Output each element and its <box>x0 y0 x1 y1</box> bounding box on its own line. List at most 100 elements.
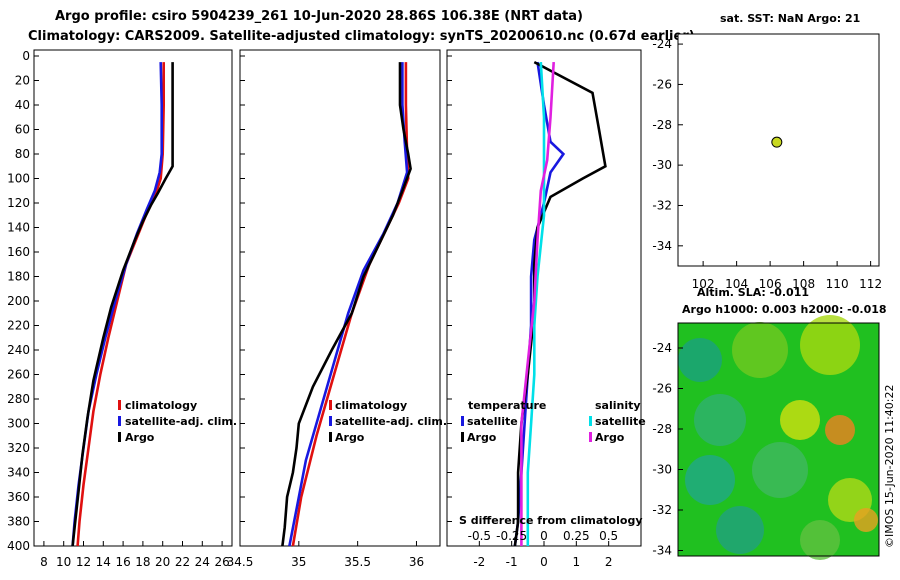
altimetry-blob <box>854 508 878 532</box>
legend-title-salinity: salinity <box>595 399 641 412</box>
y-tick-label: 0 <box>22 49 30 63</box>
y-tick-label: 360 <box>7 490 30 504</box>
y-tick-label: -32 <box>652 198 672 212</box>
legend-mark-s-satellite <box>589 416 592 426</box>
altimetry-blob <box>716 506 764 554</box>
y-tick-label: -28 <box>652 422 672 436</box>
y-tick-label: 100 <box>7 172 30 186</box>
x-tick-label: 35 <box>291 555 306 569</box>
s-tick-label: 0 <box>540 529 548 543</box>
x-tick-label: 10 <box>56 555 71 569</box>
y-tick-label: 280 <box>7 392 30 406</box>
legend-label-argo: Argo <box>335 431 365 444</box>
x-tick-label: 16 <box>115 555 130 569</box>
y-tick-label: -24 <box>652 341 672 355</box>
legend-label-t-satellite: satellite <box>467 415 518 428</box>
legend-label-s-argo: Argo <box>595 431 625 444</box>
altimetry-blob <box>780 400 820 440</box>
x-tick-label: 110 <box>826 277 849 291</box>
legend-label-s-satellite: satellite <box>595 415 646 428</box>
y-tick-label: 180 <box>7 270 30 284</box>
y-tick-label: 80 <box>15 147 30 161</box>
x-tick-label: 102 <box>692 277 715 291</box>
y-tick-label: 60 <box>15 123 30 137</box>
y-tick-label: -28 <box>652 118 672 132</box>
y-tick-label: 340 <box>7 466 30 480</box>
x-tick-label: 34.5 <box>227 555 254 569</box>
salinity-legend: climatology satellite-adj. clim. Argo <box>329 399 447 444</box>
y-tick-label: 220 <box>7 319 30 333</box>
s-tick-label: -0.25 <box>496 529 527 543</box>
y-tick-label: 300 <box>7 417 30 431</box>
legend-label-climatology: climatology <box>335 399 407 412</box>
y-tick-label: 400 <box>7 539 30 553</box>
series-line-climatology <box>76 62 165 547</box>
y-tick-label: -26 <box>652 382 672 396</box>
difference-legend: temperature satellite Argo salinity sate… <box>459 399 646 527</box>
x-tick-label: 22 <box>175 555 190 569</box>
location-map-frame <box>677 33 880 267</box>
y-tick-label: -24 <box>652 37 672 51</box>
x-tick-label: 14 <box>96 555 111 569</box>
altimetry-blob <box>685 455 735 505</box>
altimetry-blob <box>678 338 722 382</box>
legend-mark-s-argo <box>589 432 592 442</box>
legend-mark-argo <box>329 432 332 442</box>
series-line-argo <box>71 62 174 547</box>
s-tick-label: 0.25 <box>563 529 590 543</box>
y-tick-label: 240 <box>7 343 30 357</box>
x-tick-label: 2 <box>605 555 613 569</box>
x-tick-label: 18 <box>135 555 150 569</box>
altimetry-map-border <box>677 322 880 557</box>
y-tick-label: -34 <box>652 239 672 253</box>
y-tick-label: 140 <box>7 221 30 235</box>
x-tick-label: 112 <box>859 277 882 291</box>
y-tick-label: -32 <box>652 503 672 517</box>
y-tick-label: 320 <box>7 441 30 455</box>
y-tick-label: 260 <box>7 368 30 382</box>
header-line1: Argo profile: csiro 5904239_261 10-Jun-2… <box>55 9 583 24</box>
x-tick-label: 12 <box>76 555 91 569</box>
legend-mark-t-argo <box>461 432 464 442</box>
location-map-plot: 102 104 106 108 110 112 -24 -26 -28 -30 -32 -34 <box>652 37 882 291</box>
legend-title-temperature: temperature <box>468 399 546 412</box>
legend-label-t-argo: Argo <box>467 431 497 444</box>
y-tick-label: -30 <box>652 158 672 172</box>
altimetry-title-2: Argo h1000: 0.003 h2000: -0.018 <box>682 303 887 316</box>
s-tick-label: 0.5 <box>599 529 618 543</box>
x-tick-label: -1 <box>506 555 518 569</box>
difference-xlabel: S difference from climatology <box>459 514 643 527</box>
temperature-plot: 0 20 40 60 80 100 120 140 160 180 200 220 240 260 280 3… <box>7 49 230 569</box>
x-tick-label: 24 <box>195 555 210 569</box>
series-line-satellite-s- <box>526 62 546 546</box>
y-tick-label: 120 <box>7 196 30 210</box>
y-tick-label: 200 <box>7 294 30 308</box>
x-tick-label: 0 <box>540 555 548 569</box>
series-line-argo-s- <box>520 62 555 546</box>
x-tick-label: 35.5 <box>344 555 371 569</box>
legend-mark-climatology <box>118 400 121 410</box>
altimetry-blob <box>732 322 788 378</box>
y-tick-label: 160 <box>7 245 30 259</box>
altimetry-blob <box>800 520 840 560</box>
x-tick-label: 104 <box>725 277 748 291</box>
y-tick-label: -34 <box>652 544 672 558</box>
s-tick-label: -0.5 <box>468 529 491 543</box>
x-tick-label: 1 <box>573 555 581 569</box>
location-title: sat. SST: NaN Argo: 21 <box>720 12 860 25</box>
series-line-argo <box>281 62 412 547</box>
temperature-legend: climatology satellite-adj. clim. Argo <box>118 399 237 444</box>
x-tick-label: 8 <box>40 555 48 569</box>
copyright-stamp: ©IMOS 15-Jun-2020 11:40:22 <box>883 384 896 548</box>
legend-mark-climatology <box>329 400 332 410</box>
salinity-plot: 34.5 35 35.5 36 <box>227 55 424 569</box>
legend-mark-satellite <box>329 416 332 426</box>
y-tick-label: 40 <box>15 98 30 112</box>
salinity-panel-frame <box>239 49 441 547</box>
x-tick-label: -2 <box>473 555 485 569</box>
y-tick-label: 380 <box>7 515 30 529</box>
legend-label-climatology: climatology <box>125 399 197 412</box>
temperature-panel-frame <box>33 49 233 547</box>
legend-label-satellite: satellite-adj. clim. <box>335 415 447 428</box>
